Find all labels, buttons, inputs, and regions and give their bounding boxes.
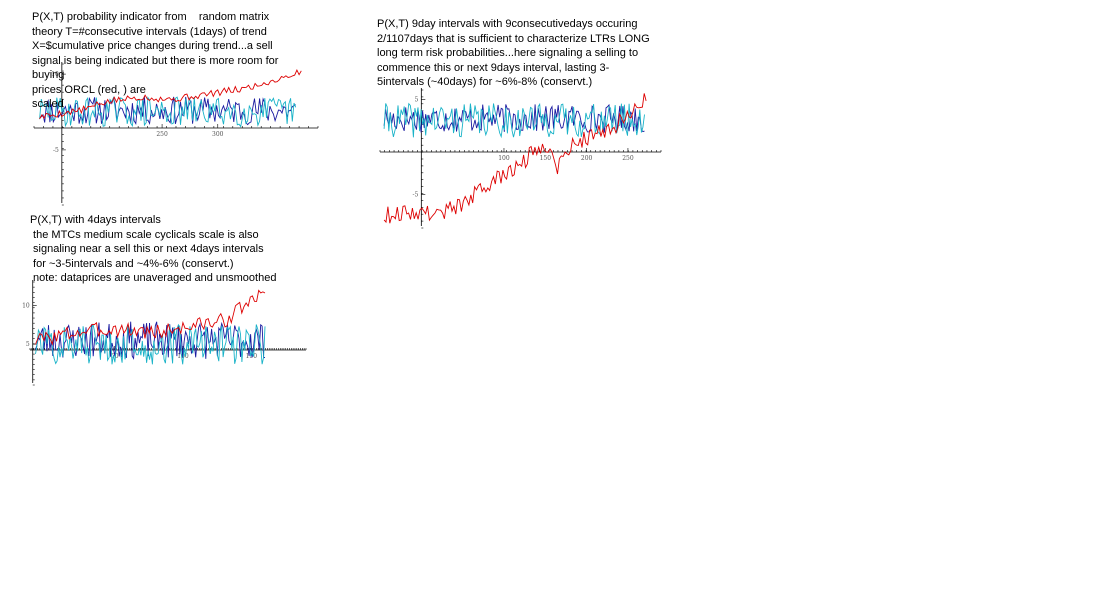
- series-cyan-line: [383, 102, 645, 139]
- x-tick-label: 200: [581, 155, 593, 162]
- y-tick-label: 5: [26, 341, 30, 348]
- x-tick-label: 250: [156, 131, 168, 138]
- note-9day-intervals: P(X,T) 9day intervals with 9consecutived…: [377, 17, 650, 90]
- note-line-1: 2/1107days that is sufficient to charact…: [377, 32, 650, 45]
- series-cyan-line: [35, 323, 266, 365]
- series-navy-line: [35, 321, 266, 360]
- note-line-2: signaling near a sell this or next 4days…: [30, 243, 264, 255]
- note-line-4: note: dataprices are unaveraged and unsm…: [30, 272, 277, 284]
- note-line-5: prices ORCL (red, ) are: [32, 83, 146, 96]
- y-tick-label: 10: [22, 302, 30, 309]
- series-red-line: [35, 289, 266, 346]
- note-line-1: theory T=#consecutive intervals (1days) …: [32, 25, 267, 38]
- note-daily-intervals: P(X,T) probability indicator from random…: [32, 10, 278, 112]
- chart-daily-intervals: 250 300 10 -5: [33, 62, 319, 206]
- y-tick-label: 10: [51, 71, 59, 78]
- y-tick-label: 5: [414, 97, 418, 104]
- x-tick-label: 250: [622, 155, 634, 162]
- x-tick-label: 150: [540, 155, 552, 162]
- series-red-line: [383, 93, 647, 224]
- note-line-2: X=$cumulative price changes during trend…: [32, 40, 273, 52]
- note-line-2: long term risk probabilities...here sign…: [377, 47, 639, 59]
- note-line-0: P(X,T) 9day intervals with 9consecutived…: [377, 18, 638, 30]
- x-tick-label: 150: [246, 353, 258, 360]
- y-tick-label: -5: [412, 192, 418, 199]
- series-navy-line: [383, 103, 645, 133]
- series-cyan-line: [39, 96, 297, 128]
- y-tick-label: -5: [53, 147, 59, 154]
- note-line-3: signal is being indicated but there is m…: [32, 54, 279, 67]
- x-tick-label: 100: [498, 155, 510, 162]
- note-line-3: for ~3-5intervals and ~4%-6% (conservt.): [30, 257, 234, 270]
- x-tick-label: 50: [111, 353, 119, 360]
- x-tick-label: 300: [212, 131, 224, 138]
- note-line-4: buying: [32, 69, 65, 81]
- note-line-0: P(X,T) with 4days intervals: [30, 214, 161, 226]
- chart-9day-intervals: 100 150 200 250 5 -5: [379, 88, 662, 229]
- note-line-6: scaled: [32, 98, 64, 110]
- note-line-1: the MTCs medium scale cyclicals scale is…: [30, 228, 259, 241]
- note-line-4: 5intervals (~40days) for ~6%-8% (conserv…: [377, 76, 593, 88]
- note-4day-intervals: P(X,T) with 4days intervals the MTCs med…: [30, 213, 276, 286]
- series-red-line: [39, 69, 302, 120]
- note-line-0: P(X,T) probability indicator from random…: [32, 11, 270, 23]
- note-line-3: commence this or next 9days interval, la…: [377, 61, 610, 74]
